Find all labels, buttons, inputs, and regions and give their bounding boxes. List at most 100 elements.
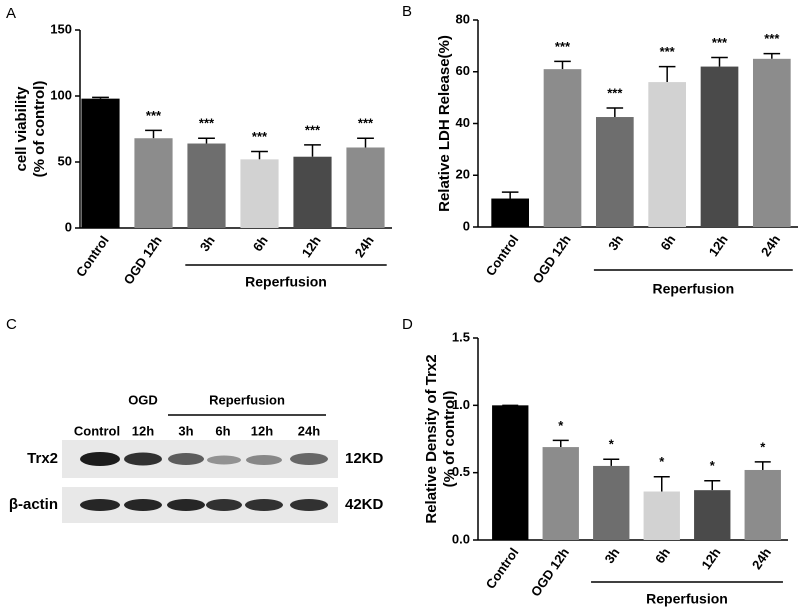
- bar: [187, 143, 226, 228]
- x-tick-label: Control: [483, 232, 522, 278]
- y-tick-label: 0: [463, 218, 470, 233]
- lane-label: 6h: [215, 423, 230, 438]
- band: [290, 453, 328, 465]
- band: [80, 452, 120, 466]
- y-tick-label: 0: [65, 219, 72, 234]
- x-tick-label: 12h: [698, 545, 723, 572]
- band: [124, 452, 162, 466]
- y-tick-label: 80: [456, 11, 470, 26]
- x-tick-label: 12h: [706, 232, 731, 259]
- significance: ***: [660, 44, 676, 59]
- x-tick-label: Control: [73, 233, 112, 279]
- y-tick-label: 60: [456, 63, 470, 78]
- y-tick-label: 50: [58, 153, 72, 168]
- y-axis-label: (% of control): [31, 81, 48, 178]
- size-label: 12KD: [345, 450, 384, 467]
- row-label: Trx2: [27, 450, 58, 467]
- band: [245, 499, 283, 511]
- significance: ***: [712, 35, 728, 50]
- y-tick-label: 20: [456, 167, 470, 182]
- significance: ***: [607, 85, 623, 100]
- x-tick-label: 3h: [602, 545, 623, 566]
- band: [206, 499, 242, 511]
- bar: [593, 465, 630, 540]
- y-axis-label: Relative LDH Release(%): [436, 35, 453, 212]
- band: [246, 455, 282, 465]
- significance: *: [659, 454, 665, 469]
- group-label: Reperfusion: [245, 274, 327, 290]
- bar: [542, 447, 579, 540]
- ogd-label: OGD: [128, 392, 158, 407]
- x-tick-label: 12h: [299, 233, 324, 260]
- lane-label: 24h: [298, 423, 320, 438]
- significance: ***: [358, 116, 374, 131]
- x-tick-label: OGD 12h: [121, 233, 165, 287]
- x-tick-label: 3h: [197, 233, 218, 254]
- bar: [240, 159, 279, 228]
- y-tick-label: 150: [50, 21, 72, 36]
- lane-label: 12h: [251, 423, 273, 438]
- group-label: Reperfusion: [646, 591, 728, 607]
- y-tick-label: 0.5: [452, 464, 470, 479]
- band: [80, 499, 120, 511]
- panel-letter: C: [6, 316, 17, 333]
- x-tick-label: 24h: [758, 232, 783, 259]
- x-tick-label: OGD 12h: [530, 232, 574, 286]
- lane-label: 12h: [132, 423, 154, 438]
- y-axis-label: Relative Density of Trx2: [423, 354, 440, 523]
- row-label: β-actin: [9, 496, 58, 513]
- y-tick-label: 1.5: [452, 329, 470, 344]
- bar: [595, 117, 634, 227]
- bar: [752, 58, 791, 227]
- size-label: 42KD: [345, 496, 384, 513]
- significance: *: [609, 437, 615, 452]
- bar: [543, 69, 582, 227]
- band: [124, 499, 162, 511]
- y-tick-label: 40: [456, 115, 470, 130]
- group-label: Reperfusion: [652, 281, 734, 297]
- band: [290, 499, 328, 511]
- band: [167, 499, 205, 511]
- x-tick-label: 6h: [652, 545, 673, 566]
- bar: [643, 491, 680, 540]
- y-axis-label: cell viability: [13, 86, 30, 172]
- bands: [80, 452, 328, 511]
- bar: [694, 490, 731, 540]
- bar: [648, 82, 687, 227]
- x-tick-label: 24h: [749, 545, 774, 572]
- bar: [293, 156, 332, 228]
- bar: [81, 98, 120, 228]
- significance: *: [558, 418, 564, 433]
- bar: [491, 198, 530, 227]
- significance: *: [710, 458, 716, 473]
- lane-label: 3h: [178, 423, 193, 438]
- x-tick-label: OGD 12h: [528, 545, 572, 599]
- band: [207, 455, 241, 465]
- y-tick-label: 100: [50, 87, 72, 102]
- bar: [134, 138, 173, 228]
- bar: [700, 66, 739, 227]
- panel-letter: D: [402, 316, 413, 333]
- blot-panel: C OGD Reperfusion Control 12h 3h 6h 12h …: [6, 316, 384, 523]
- y-axis-label: (% of control): [441, 391, 458, 488]
- significance: ***: [305, 122, 321, 137]
- x-tick-label: 3h: [605, 232, 626, 253]
- x-tick-label: Control: [483, 545, 522, 591]
- x-tick-label: 24h: [352, 233, 377, 260]
- band: [168, 453, 204, 465]
- bar: [492, 405, 529, 540]
- lane-label: Control: [74, 423, 120, 438]
- significance: *: [760, 439, 766, 454]
- x-tick-label: 6h: [250, 233, 271, 254]
- significance: ***: [199, 116, 215, 131]
- significance: ***: [764, 31, 780, 46]
- bar: [744, 469, 781, 540]
- significance: ***: [146, 108, 162, 123]
- y-tick-label: 0.0: [452, 531, 470, 546]
- significance: ***: [252, 129, 268, 144]
- reperfusion-label: Reperfusion: [209, 392, 285, 407]
- significance: ***: [555, 39, 571, 54]
- x-tick-label: 6h: [657, 232, 678, 253]
- panel-letter: B: [402, 3, 412, 20]
